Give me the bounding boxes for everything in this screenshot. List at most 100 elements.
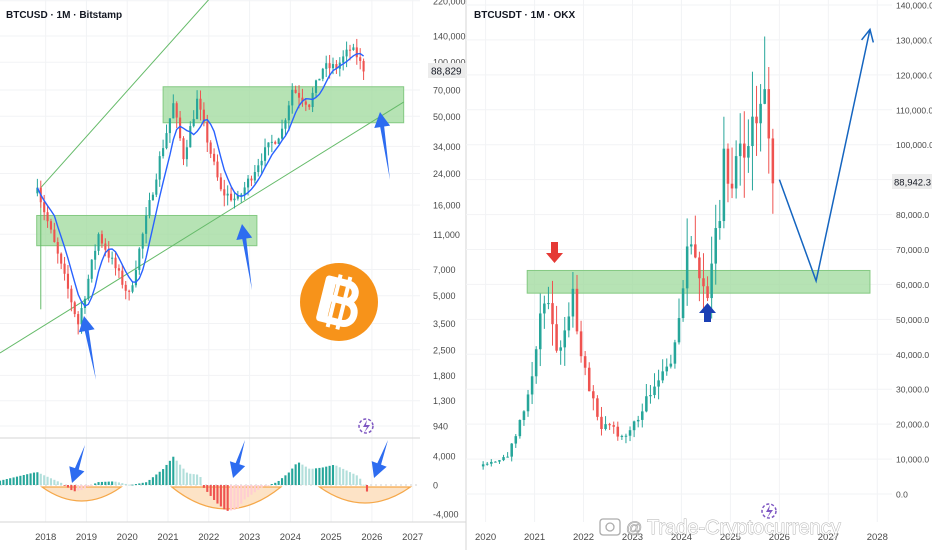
osc-bar: [362, 484, 365, 486]
osc-bar: [260, 485, 263, 488]
left-price-tick-12: 2,500: [433, 345, 456, 355]
osc-bar: [36, 472, 39, 485]
right-candle: [551, 280, 554, 346]
channel-upper-line: [40, 0, 210, 189]
left-candle: [151, 192, 154, 201]
right-candle: [490, 459, 493, 467]
left-candle: [362, 58, 365, 81]
right-candle: [710, 236, 713, 319]
right-candle: [616, 421, 620, 441]
left-time-axis: 2018 2019 2020 2021 2022 2023 2024 2025 2026 2027: [35, 532, 423, 543]
left-candle: [260, 153, 263, 175]
left-lightning-icon: [358, 418, 374, 434]
left-candle: [277, 137, 280, 144]
left-candle: [53, 222, 56, 243]
osc-bar: [124, 483, 127, 485]
arrow-2026-channel-icon: [374, 112, 391, 180]
left-price-tick-9: 7,000: [433, 265, 456, 275]
right-year-tick-0: 2020: [475, 532, 496, 543]
left-candle: [162, 139, 165, 159]
osc-bar: [29, 473, 32, 485]
left-candle: [267, 142, 270, 156]
right-candle: [510, 443, 513, 462]
osc-tick-0: 4,000: [433, 452, 456, 462]
right-candle: [604, 416, 607, 431]
osc-bar: [9, 478, 12, 485]
left-candle: [294, 85, 297, 94]
osc-bar: [94, 483, 97, 485]
right-candle: [689, 235, 693, 255]
osc-bar: [328, 465, 331, 485]
right-time-axis: 2020 2021 2022 2023 2024 2025 2026 2027 2028: [475, 532, 888, 543]
right-candle: [677, 298, 681, 345]
right-candle: [522, 410, 526, 426]
bitcoin-logo-icon: [300, 263, 378, 341]
right-year-tick-7: 2027: [818, 532, 839, 543]
projection-arrowhead-icon: [860, 27, 875, 43]
osc-bar: [274, 482, 277, 485]
left-candle: [131, 281, 134, 294]
left-candle: [111, 251, 114, 265]
left-oscillator: [0, 456, 420, 511]
right-candle: [698, 251, 701, 302]
right-price-tick-14: 0.0: [896, 490, 908, 500]
right-price-axis: 140,000.0 130,000.0 120,000.0 110,000.0 100,…: [896, 1, 932, 500]
right-last-price-label: 88,942.3: [892, 174, 932, 189]
right-candle: [563, 317, 567, 366]
right-last-price: 88,942.3: [894, 178, 931, 189]
osc-bar: [301, 464, 304, 485]
osc-bar: [70, 485, 73, 491]
left-candle: [46, 205, 49, 228]
left-candle: [335, 60, 338, 74]
left-candle: [182, 136, 185, 166]
right-candle: [538, 293, 542, 367]
left-candle: [145, 206, 148, 244]
left-candle: [355, 38, 358, 65]
osc-bar: [223, 485, 226, 510]
left-candle: [314, 79, 318, 98]
osc-bar: [196, 474, 199, 485]
right-candle: [632, 420, 636, 438]
left-price-tick-1: 140,000: [433, 32, 466, 42]
right-candle: [518, 419, 522, 439]
left-price-tick-13: 1,800: [433, 371, 456, 381]
left-price-tick-10: 5,000: [433, 291, 456, 301]
right-candle: [747, 119, 750, 173]
osc-tick-1: 0: [433, 481, 438, 491]
right-candle: [567, 302, 571, 338]
osc-bar: [240, 485, 243, 504]
osc-bar: [145, 482, 148, 485]
right-candle: [771, 128, 775, 214]
right-year-tick-6: 2026: [769, 532, 790, 543]
left-candle: [226, 185, 229, 206]
arrow-osc-2019-icon: [69, 445, 85, 483]
osc-bar: [19, 475, 22, 485]
left-price-tick-8: 11,000: [433, 230, 460, 240]
left-year-tick-8: 2026: [361, 532, 382, 543]
left-price-axis: 220,000 140,000 100,000 70,000 50,000 34,000 2…: [433, 0, 466, 520]
left-candle: [73, 300, 76, 318]
right-candle: [673, 339, 677, 369]
right-candle: [579, 320, 583, 363]
left-candle: [107, 241, 110, 263]
right-year-tick-4: 2024: [671, 532, 692, 543]
left-candle: [114, 252, 117, 276]
right-candle: [592, 385, 595, 411]
red-down-arrow-icon: [546, 242, 563, 263]
right-candle: [534, 346, 538, 384]
right-candle: [714, 204, 717, 285]
left-candle: [291, 83, 294, 114]
right-candle: [694, 215, 697, 259]
osc-bar: [287, 472, 290, 485]
osc-bar: [73, 485, 76, 492]
right-candle: [596, 395, 599, 421]
right-candle: [608, 422, 611, 430]
osc-bar: [117, 482, 120, 485]
osc-bar: [80, 485, 83, 491]
blue-up-arrow-icon: [699, 303, 716, 322]
left-candle: [128, 289, 131, 301]
osc-bar: [148, 479, 151, 485]
left-last-price: 88,829: [431, 67, 462, 78]
